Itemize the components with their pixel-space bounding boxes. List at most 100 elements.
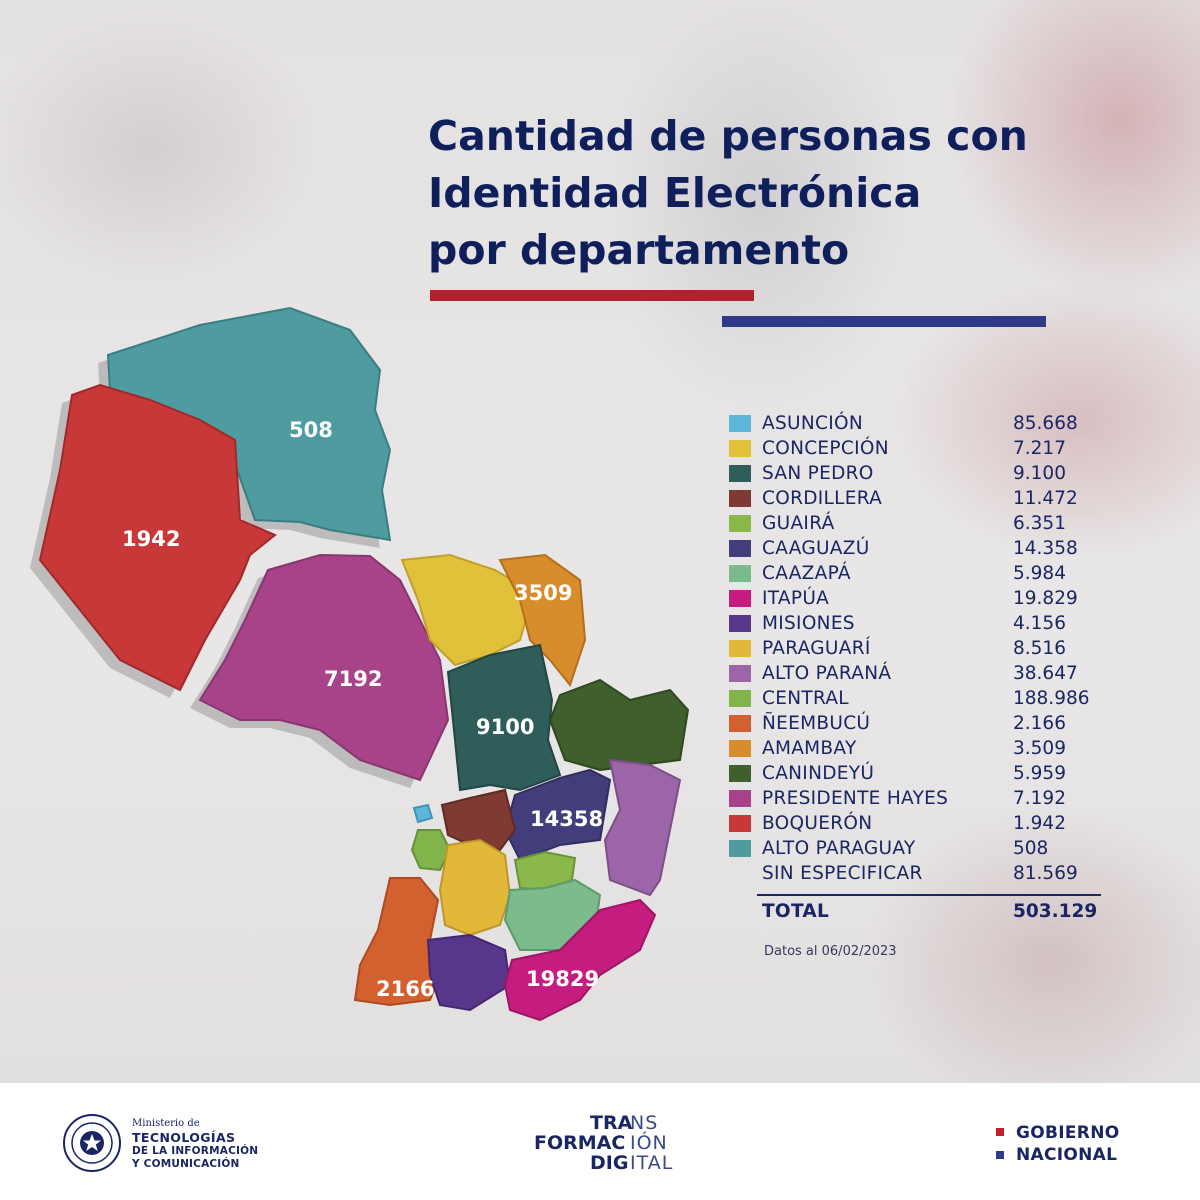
legend-row: ITAPÚA 19.829 [726, 586, 1106, 611]
title-line-3: por departamento [428, 226, 850, 274]
legend-row: SIN ESPECIFICAR 81.569 [726, 861, 1106, 886]
legend-name: SAN PEDRO [762, 463, 874, 484]
legend-row: MISIONES 4.156 [726, 611, 1106, 636]
region-cordillera [440, 788, 517, 852]
region-san-pedro [446, 643, 562, 792]
legend-value: 8.516 [1013, 638, 1066, 659]
title-line-2: Identidad Electrónica [428, 169, 922, 217]
legend: ASUNCIÓN 85.668 CONCEPCIÓN 7.217 SAN PEDRO 9.… [726, 411, 1106, 886]
legend-name: CONCEPCIÓN [762, 438, 889, 459]
legend-row: BOQUERÓN 1.942 [726, 811, 1106, 836]
blue-square-icon [996, 1151, 1004, 1159]
legend-row: CONCEPCIÓN 7.217 [726, 436, 1106, 461]
legend-swatch [729, 565, 751, 582]
ministry-line-1: Ministerio de [132, 1118, 200, 1129]
legend-value: 3.509 [1013, 738, 1066, 759]
legend-swatch [729, 640, 751, 657]
legend-name: CAAZAPÁ [762, 563, 851, 584]
gobierno-line-1: GOBIERNO [1016, 1123, 1120, 1143]
region-misiones [426, 933, 512, 1012]
total-value: 503.129 [1013, 901, 1098, 922]
gobierno-line-2: NACIONAL [1016, 1145, 1118, 1165]
title-line-1: Cantidad de personas con [428, 112, 1028, 160]
legend-row: PRESIDENTE HAYES 7.192 [726, 786, 1106, 811]
legend-name: ÑEEMBUCÚ [762, 713, 871, 734]
legend-swatch [729, 490, 751, 507]
legend-swatch [729, 415, 751, 432]
legend-value: 7.217 [1013, 438, 1066, 459]
legend-name: ALTO PARANÁ [762, 663, 892, 684]
legend-row: CAAGUAZÚ 14.358 [726, 536, 1106, 561]
label-boqueron: 1942 [122, 527, 180, 551]
legend-name: PRESIDENTE HAYES [762, 788, 949, 809]
region-amambay [498, 553, 587, 688]
region-paraguari [438, 838, 512, 937]
legend-row: GUAIRÁ 6.351 [726, 511, 1106, 536]
region-caaguazu [503, 768, 612, 862]
legend-row: ALTO PARAGUAY 508 [726, 836, 1106, 861]
label-san-pedro: 9100 [476, 715, 534, 739]
legend-name: CORDILLERA [762, 488, 883, 509]
legend-value: 1.942 [1013, 813, 1066, 834]
td-c1: DIG [590, 1152, 629, 1174]
label-itapua: 19829 [526, 967, 599, 991]
label-caaguazu: 14358 [530, 807, 603, 831]
title-underline-red [430, 290, 754, 301]
footer [0, 1083, 1200, 1200]
td-a2: NS [630, 1112, 659, 1134]
legend-row: ÑEEMBUCÚ 2.166 [726, 711, 1106, 736]
legend-name: AMAMBAY [762, 738, 857, 759]
legend-name: ASUNCIÓN [762, 413, 863, 434]
red-square-icon [996, 1128, 1004, 1136]
legend-value: 19.829 [1013, 588, 1078, 609]
legend-name: SIN ESPECIFICAR [762, 863, 923, 884]
transformacion-digital-logo: TRA NS FORMAC IÓN DIG ITAL [534, 1113, 674, 1173]
legend-value: 188.986 [1013, 688, 1090, 709]
legend-swatch [729, 465, 751, 482]
legend-swatch [729, 765, 751, 782]
label-neembucu: 2166 [376, 977, 434, 1001]
td-a1: TRA [590, 1112, 633, 1134]
label-amambay: 3509 [514, 581, 572, 605]
legend-value: 7.192 [1013, 788, 1066, 809]
total-divider [757, 894, 1101, 896]
legend-swatch [729, 815, 751, 832]
td-b1: FORMAC [534, 1132, 626, 1154]
region-canindeyu [548, 678, 690, 772]
td-c2: ITAL [630, 1152, 674, 1174]
td-b2: IÓN [630, 1132, 668, 1154]
legend-swatch [729, 690, 751, 707]
legend-row: CENTRAL 188.986 [726, 686, 1106, 711]
legend-value: 4.156 [1013, 613, 1066, 634]
ministry-line-2: TECNOLOGÍAS [132, 1130, 236, 1145]
ministry-logo: Ministerio de TECNOLOGÍAS DE LA INFORMAC… [132, 1118, 258, 1171]
national-seal-icon [63, 1114, 121, 1172]
legend-swatch [729, 615, 751, 632]
legend-swatch [729, 540, 751, 557]
legend-swatch [729, 715, 751, 732]
legend-value: 38.647 [1013, 663, 1078, 684]
legend-name: ITAPÚA [762, 588, 830, 609]
region-itapua [503, 898, 657, 1022]
legend-value: 2.166 [1013, 713, 1066, 734]
paraguay-map: 508 1942 7192 3509 9100 14358 2166 19829 [30, 306, 690, 1022]
ministry-line-4: Y COMUNICACIÓN [132, 1158, 240, 1170]
legend-name: CENTRAL [762, 688, 849, 709]
region-presidente-hayes [198, 553, 450, 782]
total-label: TOTAL [762, 901, 830, 922]
region-neembucu [353, 877, 442, 1007]
legend-value: 5.959 [1013, 763, 1066, 784]
legend-swatch [729, 590, 751, 607]
legend-name: BOQUERÓN [762, 813, 873, 834]
legend-name: GUAIRÁ [762, 513, 835, 534]
legend-swatch [729, 790, 751, 807]
legend-value: 508 [1013, 838, 1049, 859]
legend-value: 6.351 [1013, 513, 1066, 534]
legend-name: CANINDEYÚ [762, 763, 875, 784]
legend-row: ALTO PARANÁ 38.647 [726, 661, 1106, 686]
legend-row: ASUNCIÓN 85.668 [726, 411, 1106, 436]
data-date-note: Datos al 06/02/2023 [764, 944, 897, 959]
legend-row: CANINDEYÚ 5.959 [726, 761, 1106, 786]
region-asuncion [412, 803, 434, 824]
legend-value: 81.569 [1013, 863, 1078, 884]
